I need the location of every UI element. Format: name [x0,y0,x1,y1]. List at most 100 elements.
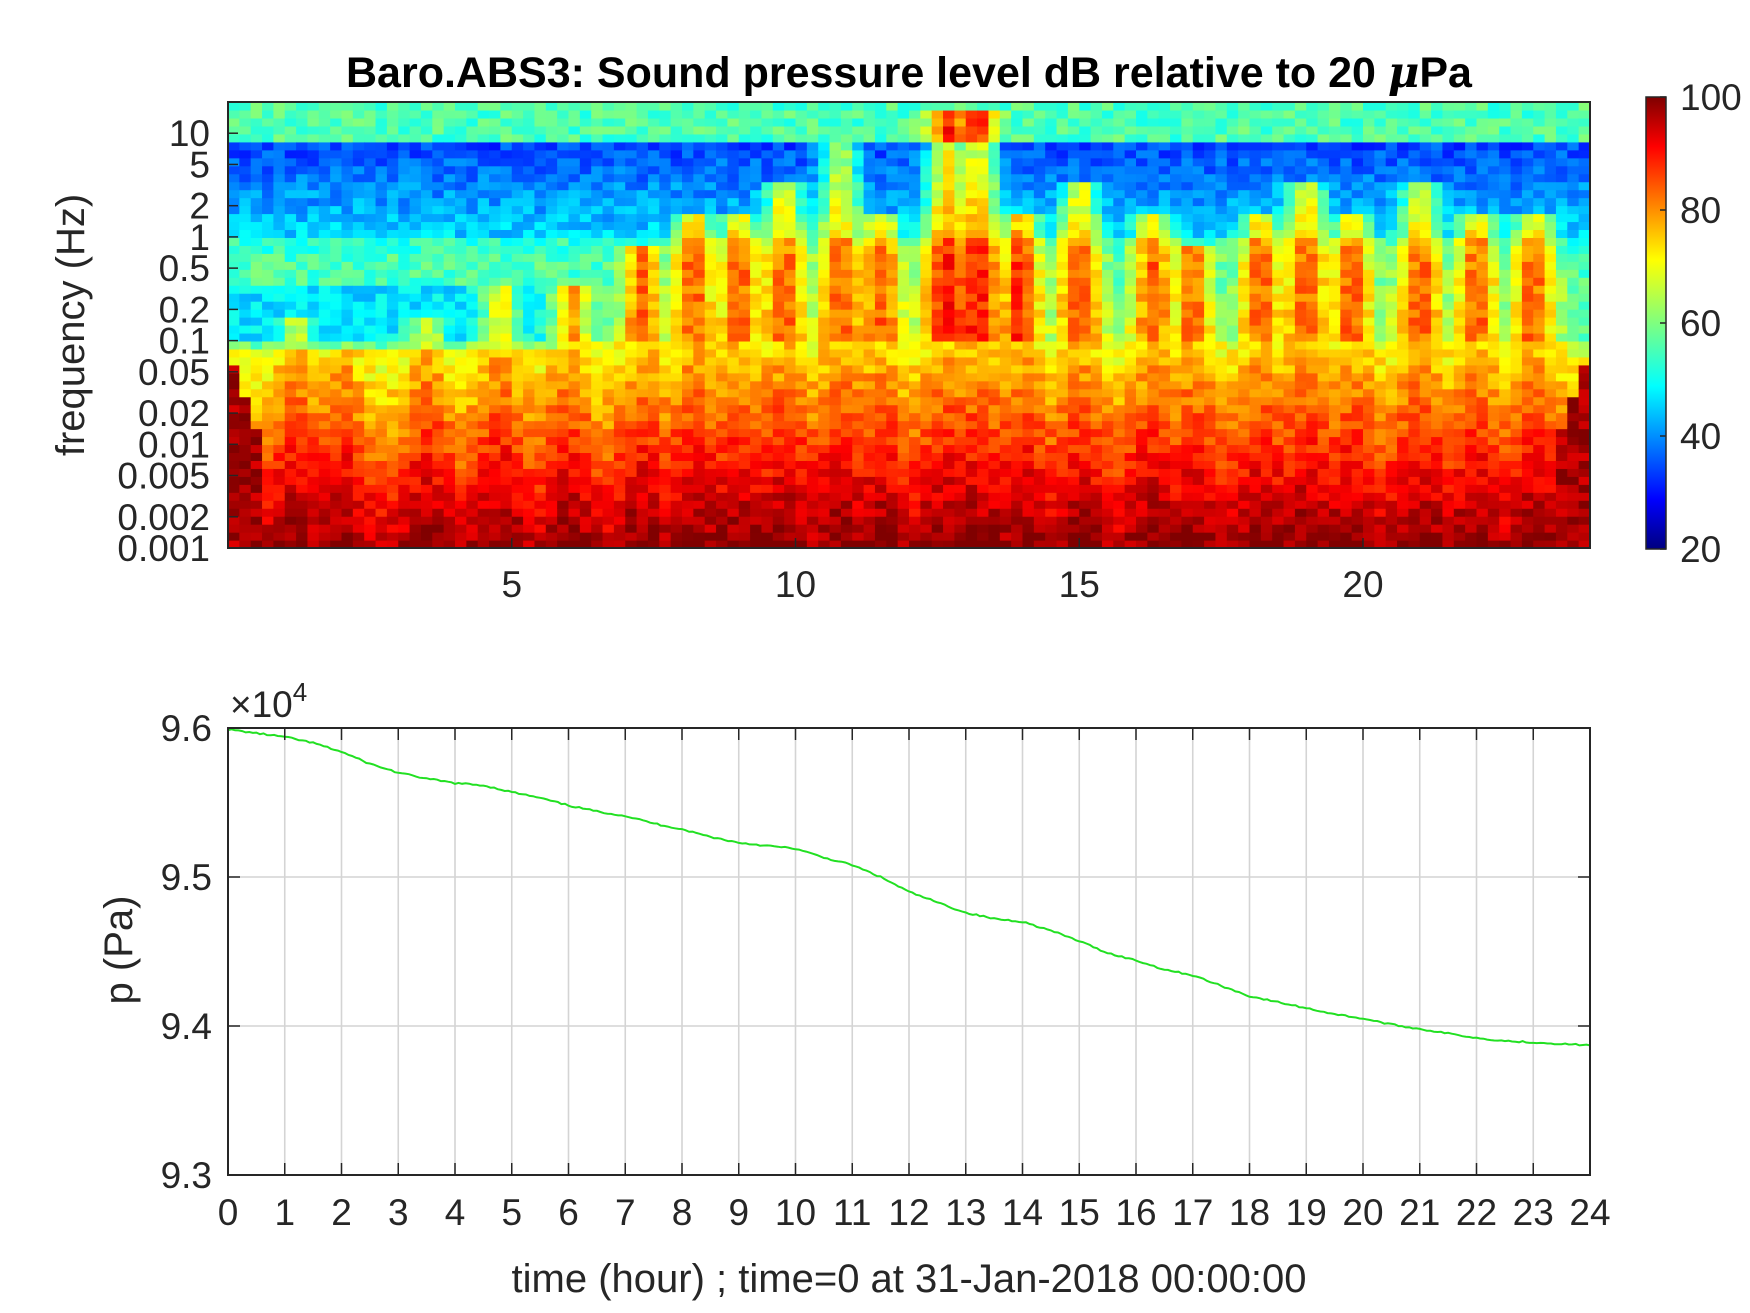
heatmap-cell [1011,133,1024,143]
heatmap-cell [364,452,377,461]
heatmap-cell [1147,157,1160,167]
heatmap-cell [443,293,456,302]
heatmap-cell [1056,229,1069,238]
heatmap-cell [1238,460,1251,469]
heatmap-cell [852,340,865,350]
heatmap-cell [920,157,933,167]
heatmap-cell [886,428,899,438]
heatmap-cell [307,356,320,366]
heatmap-cell [943,412,955,422]
heatmap-cell [682,412,694,422]
heatmap-cell [625,157,638,167]
heatmap-cell [341,245,354,254]
heatmap-cell [455,173,467,183]
heatmap-cell [1192,428,1205,438]
heatmap-cell [1079,253,1092,262]
heatmap-cell [511,157,524,167]
heatmap-cell [988,325,1001,334]
heatmap-cell [670,492,683,501]
heatmap-cell [738,269,751,278]
heatmap-cell [557,245,570,254]
heatmap-cell [1113,253,1126,262]
heatmap-cell [568,309,581,318]
heatmap-cell [228,348,240,358]
heatmap-cell [432,293,445,302]
heatmap-cell [1192,301,1205,310]
heatmap-cell [1011,205,1024,215]
heatmap-cell [273,173,286,183]
heatmap-cell [1192,141,1205,151]
heatmap-cell [1158,420,1171,430]
heatmap-cell [738,388,751,398]
heatmap-cell [704,189,717,199]
heatmap-cell [829,261,842,270]
heatmap-cell [398,476,411,485]
heatmap-cell [682,157,694,167]
heatmap-cell [647,444,660,454]
heatmap-cell [818,508,831,517]
heatmap-cell [1022,245,1035,254]
heatmap-cell [1215,516,1228,525]
heatmap-cell [523,508,536,517]
heatmap-cell [284,253,297,262]
heatmap-cell [262,173,274,183]
heatmap-cell [1158,476,1171,485]
heatmap-cell [1136,348,1148,358]
heatmap-cell [886,317,899,326]
heatmap-cell [318,277,331,286]
heatmap-cell [1136,245,1148,254]
heatmap-cell [931,325,944,334]
heatmap-cell [398,436,411,446]
heatmap-cell [727,420,740,430]
heatmap-cell [977,229,990,238]
heatmap-cell [239,524,252,533]
heatmap-cell [659,396,672,406]
heatmap-cell [273,460,286,469]
heatmap-cell [523,468,536,477]
heatmap-cell [534,221,547,231]
heatmap-cell [874,229,887,238]
heatmap-cell [330,229,343,238]
heatmap-cell [545,492,558,501]
heatmap-cell [1147,444,1160,454]
heatmap-cell [670,476,683,485]
heatmap-cell [591,197,604,207]
heatmap-cell [943,317,955,326]
heatmap-cell [1056,508,1069,517]
heatmap-cell [931,452,944,461]
heatmap-cell [602,404,615,414]
heatmap-cell [579,532,592,541]
heatmap-cell [432,102,445,111]
heatmap-cell [284,237,297,246]
heatmap-cell [420,261,433,270]
heatmap-cell [1192,500,1205,509]
heatmap-cell [579,372,592,382]
heatmap-cell [1192,157,1205,167]
heatmap-cell [386,500,399,509]
heatmap-cell [965,404,978,414]
heatmap-cell [852,452,865,461]
heatmap-cell [523,404,536,414]
heatmap-cell [999,213,1012,223]
heatmap-cell [1147,173,1160,183]
heatmap-cell [398,317,411,326]
heatmap-cell [999,221,1012,231]
heatmap-cell [534,181,547,191]
heatmap-cell [1124,364,1137,374]
heatmap-cell [1147,516,1160,525]
heatmap-cell [557,404,570,414]
heatmap-cell [1124,396,1137,406]
heatmap-cell [1011,412,1024,422]
heatmap-cell [1181,173,1194,183]
heatmap-cell [409,325,422,334]
heatmap-cell [534,189,547,199]
heatmap-cell [1226,245,1239,254]
heatmap-cell [682,524,694,533]
heatmap-cell [693,436,706,446]
heatmap-cell [398,189,411,199]
heatmap-cell [874,524,887,533]
heatmap-cell [1067,348,1080,358]
heatmap-cell [738,133,751,143]
heatmap-cell [965,356,978,366]
heatmap-cell [477,189,490,199]
